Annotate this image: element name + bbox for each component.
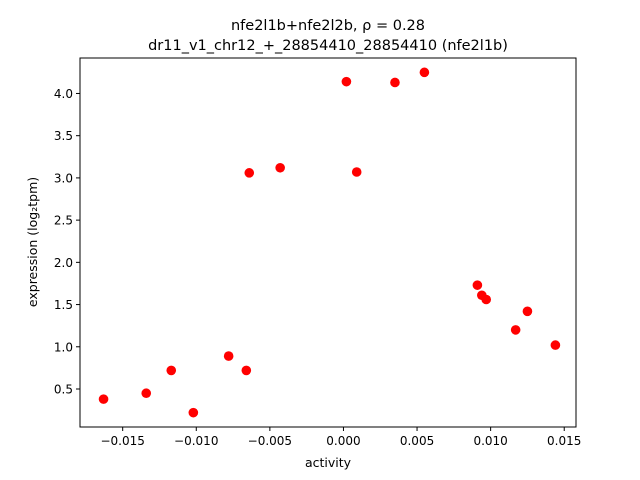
y-tick-label: 4.0	[54, 87, 73, 101]
data-point	[223, 351, 234, 361]
data-point	[510, 325, 521, 335]
data-point	[390, 77, 400, 88]
x-tick-label: 0.005	[400, 434, 434, 448]
data-point	[351, 167, 362, 177]
x-tick-label: −0.010	[174, 434, 218, 448]
x-tick-label: −0.005	[248, 434, 292, 448]
points-layer	[98, 67, 561, 418]
y-tick-label: 3.5	[54, 129, 73, 143]
data-point	[472, 280, 483, 290]
x-ticks: −0.015 −0.010 −0.005 0.000 0.005 0.010 0.015	[100, 427, 581, 448]
y-tick-label: 2.0	[54, 256, 73, 270]
data-point	[419, 67, 430, 78]
x-tick-label: 0.000	[326, 434, 360, 448]
x-tick-label: 0.015	[547, 434, 581, 448]
plot-frame	[79, 57, 577, 428]
data-point	[244, 168, 255, 178]
y-tick-label: 1.0	[54, 340, 73, 354]
y-ticks: 0.5 1.0 1.5 2.0 2.5 3.0 3.5 4.0	[54, 87, 80, 397]
y-tick-label: 2.5	[54, 214, 73, 228]
x-axis-label: activity	[305, 455, 352, 470]
data-point	[188, 407, 199, 418]
data-point	[166, 365, 177, 376]
data-point	[522, 306, 533, 317]
y-tick-label: 3.0	[54, 171, 73, 185]
data-point	[481, 294, 492, 305]
x-tick-label: 0.010	[473, 434, 507, 448]
data-point	[341, 76, 352, 87]
y-tick-label: 1.5	[54, 298, 73, 312]
chart-title-line2: dr11_v1_chr12_+_28854410_28854410 (nfe2l…	[148, 38, 508, 54]
data-point	[98, 394, 109, 404]
data-point	[550, 340, 561, 350]
data-point	[275, 162, 285, 173]
chart-title-line1: nfe2l1b+nfe2l2b, ρ = 0.28	[231, 18, 425, 34]
data-point	[241, 365, 252, 376]
x-tick-label: −0.015	[100, 434, 144, 448]
y-tick-label: 0.5	[54, 383, 73, 397]
data-point	[141, 388, 152, 399]
y-axis-label: expression (log₂tpm)	[25, 177, 40, 307]
